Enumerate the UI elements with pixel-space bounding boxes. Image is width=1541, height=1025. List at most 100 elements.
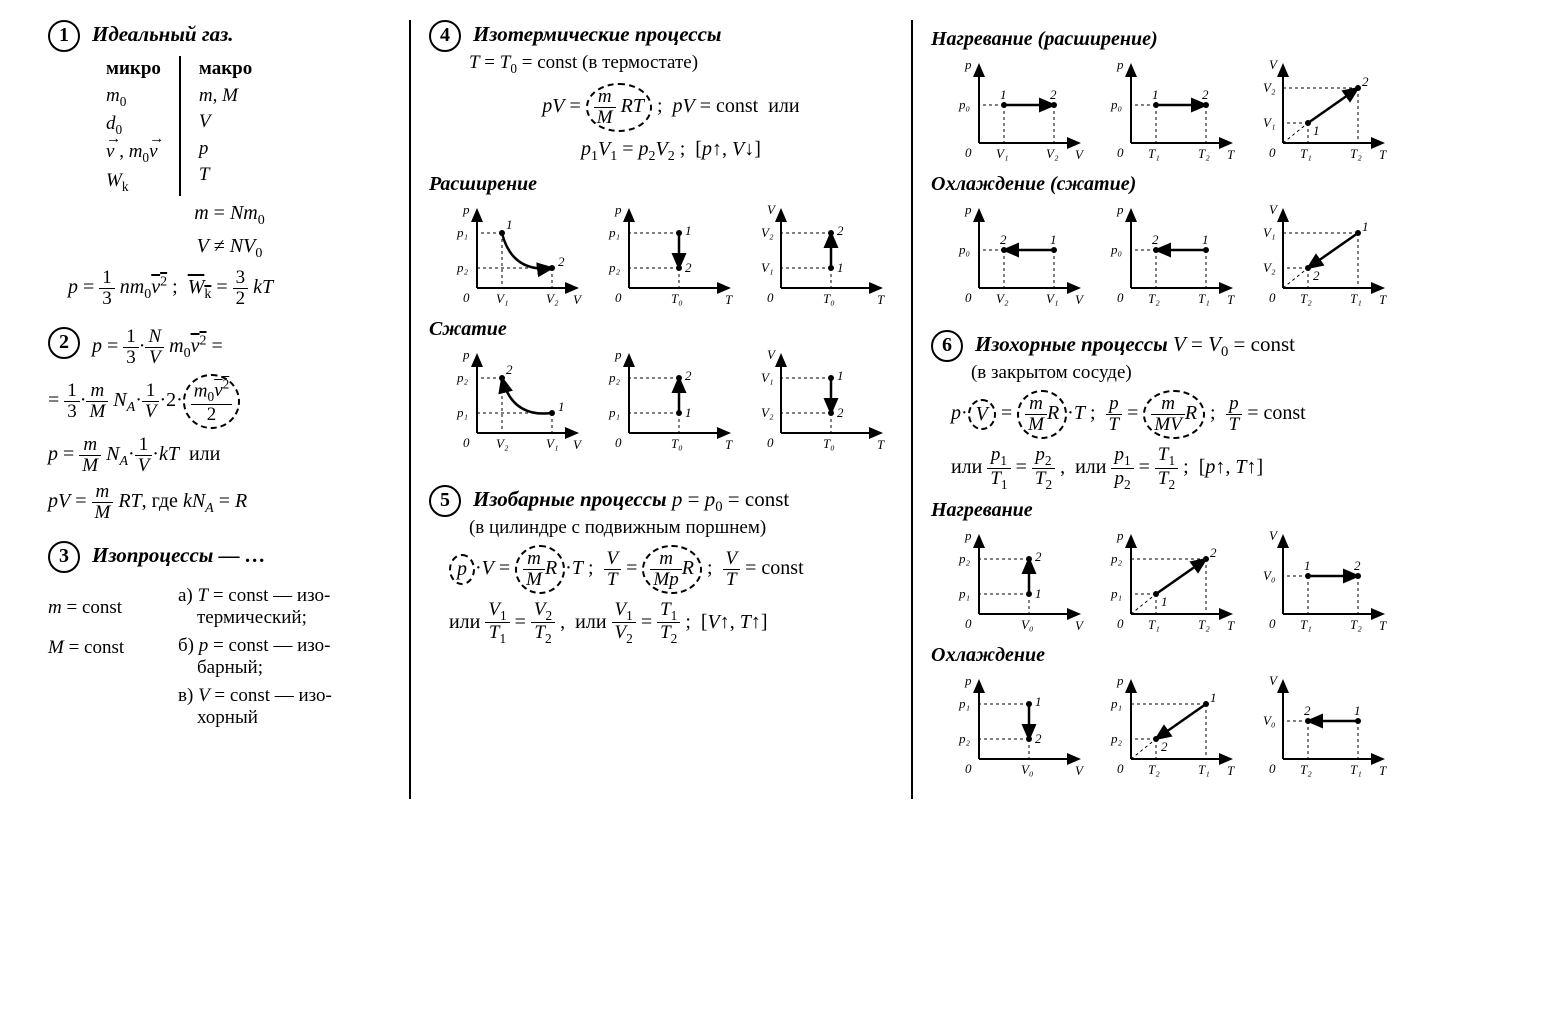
svg-text:T: T [1227,763,1235,778]
svg-text:p₂: p₂ [958,551,971,566]
svg-text:1: 1 [837,260,844,275]
s6-heat-graphs: pV021p₂p₁V₀pT012p₂p₁T₁T₂VT012V₀T₁T₂ [951,526,1493,636]
svg-text:T: T [1379,147,1387,162]
svg-text:V: V [1075,147,1085,162]
svg-text:p₁: p₁ [456,225,468,240]
badge-2: 2 [48,327,80,359]
svg-text:V: V [1269,57,1279,72]
svg-text:p₂: p₂ [1110,551,1123,566]
svg-text:V: V [573,437,583,452]
s6-cool-graphs: pV012p₁p₂V₀pT021p₁p₂T₂T₁VT021V₀T₂T₁ [951,671,1493,781]
svg-text:0: 0 [1269,145,1276,160]
svg-text:p: p [462,202,470,217]
svg-text:p: p [964,673,972,688]
s4-compress-graphs: pV021p₂p₁V₂V₁pT021p₂p₁T₀VT012V₁V₂T₀ [449,345,893,455]
svg-text:1: 1 [1210,690,1217,705]
svg-text:V: V [1075,763,1085,778]
micro-row: Wk [106,168,161,196]
svg-text:p: p [964,202,972,217]
svg-text:2: 2 [1304,703,1311,718]
svg-text:T₂: T₂ [1350,617,1362,632]
svg-text:V₁: V₁ [1046,291,1058,306]
svg-text:0: 0 [1269,290,1276,305]
svg-text:2: 2 [506,362,513,377]
macro-row: V [199,109,252,136]
s1-eq2: V ≠ NV0 [68,235,391,262]
s6-eq2: или p1T1 = p2T2 , или p1p2 = T1T2 ; [p↑,… [951,445,1493,492]
svg-text:1: 1 [1035,586,1042,601]
svg-text:2: 2 [685,260,692,275]
svg-text:0: 0 [1117,761,1124,776]
svg-text:1: 1 [558,399,565,414]
svg-text:T₂: T₂ [1300,291,1312,306]
svg-text:V: V [573,292,583,307]
svg-text:T₀: T₀ [671,436,683,451]
section-2: 2 p = 13·NV m0v2 = = 13·mM NA·1V·2·m0v22… [48,327,391,523]
svg-text:0: 0 [965,290,972,305]
svg-text:V₂: V₂ [1263,80,1276,95]
svg-text:p₀: p₀ [958,97,970,112]
svg-text:p₂: p₂ [608,370,621,385]
svg-text:V: V [1075,292,1085,307]
svg-text:V₁: V₁ [1263,225,1275,240]
svg-text:T: T [1379,763,1387,778]
svg-text:p₁: p₁ [1110,696,1122,711]
section-3: 3 Изопроцессы — … m = const M = const а)… [48,541,391,735]
s3-left2: M = const [48,637,178,659]
svg-text:1: 1 [1161,594,1168,609]
svg-text:T₁: T₁ [1350,762,1362,777]
svg-text:T₂: T₂ [1198,146,1210,161]
svg-text:2: 2 [1035,549,1042,564]
svg-text:1: 1 [1000,87,1007,102]
svg-text:T₁: T₁ [1198,291,1210,306]
svg-text:V₁: V₁ [496,291,508,306]
svg-text:V₁: V₁ [996,146,1008,161]
svg-text:2: 2 [1313,268,1320,283]
svg-text:0: 0 [1269,761,1276,776]
badge-6: 6 [931,330,963,362]
svg-text:p₀: p₀ [958,242,970,257]
s5-cool-graphs: pV021p₀V₂V₁pT021p₀T₂T₁VT021V₁V₂T₂T₁ [951,200,1493,310]
svg-text:0: 0 [463,435,470,450]
svg-text:T₁: T₁ [1198,762,1210,777]
svg-text:2: 2 [1050,87,1057,102]
svg-text:1: 1 [685,405,692,420]
svg-text:V₀: V₀ [1263,713,1275,728]
svg-text:V₂: V₂ [1046,146,1059,161]
svg-text:p: p [964,528,972,543]
svg-text:V: V [1269,528,1279,543]
svg-text:p₀: p₀ [1110,242,1122,257]
svg-text:0: 0 [965,145,972,160]
s2-line4: pV = mM RT, где kNA = R [48,482,391,523]
column-3: Нагревание (расширение) pV012p₀V₁V₂pT012… [913,20,1511,799]
svg-text:V: V [1075,618,1085,633]
s2-line1: p = 13·NV m0v2 = [92,335,223,357]
s2-line3: p = mM NA·1V·kT или [48,435,391,476]
svg-text:0: 0 [463,290,470,305]
svg-text:V₀: V₀ [1021,762,1033,777]
micro-header: микро [106,56,161,83]
svg-text:1: 1 [1313,123,1320,138]
svg-text:T: T [1227,618,1235,633]
s6-title: Изохорные процессы V = V0 = const [975,332,1295,361]
svg-text:T₂: T₂ [1148,762,1160,777]
svg-text:T₁: T₁ [1300,146,1312,161]
svg-text:p: p [614,202,622,217]
svg-text:T₀: T₀ [671,291,683,306]
svg-text:p₂: p₂ [958,731,971,746]
svg-text:T: T [725,437,733,452]
svg-text:2: 2 [1161,739,1168,754]
svg-text:p: p [964,57,972,72]
s4-compress-title: Сжатие [429,318,893,341]
svg-text:1: 1 [1354,703,1361,718]
s4-expand-title: Расширение [429,173,893,196]
svg-text:T₂: T₂ [1300,762,1312,777]
svg-text:0: 0 [1117,616,1124,631]
svg-text:2: 2 [837,405,844,420]
svg-text:V₂: V₂ [996,291,1009,306]
svg-text:T: T [1379,618,1387,633]
svg-text:2: 2 [1354,558,1361,573]
svg-text:p₁: p₁ [608,225,620,240]
svg-text:0: 0 [965,616,972,631]
badge-5: 5 [429,485,461,517]
